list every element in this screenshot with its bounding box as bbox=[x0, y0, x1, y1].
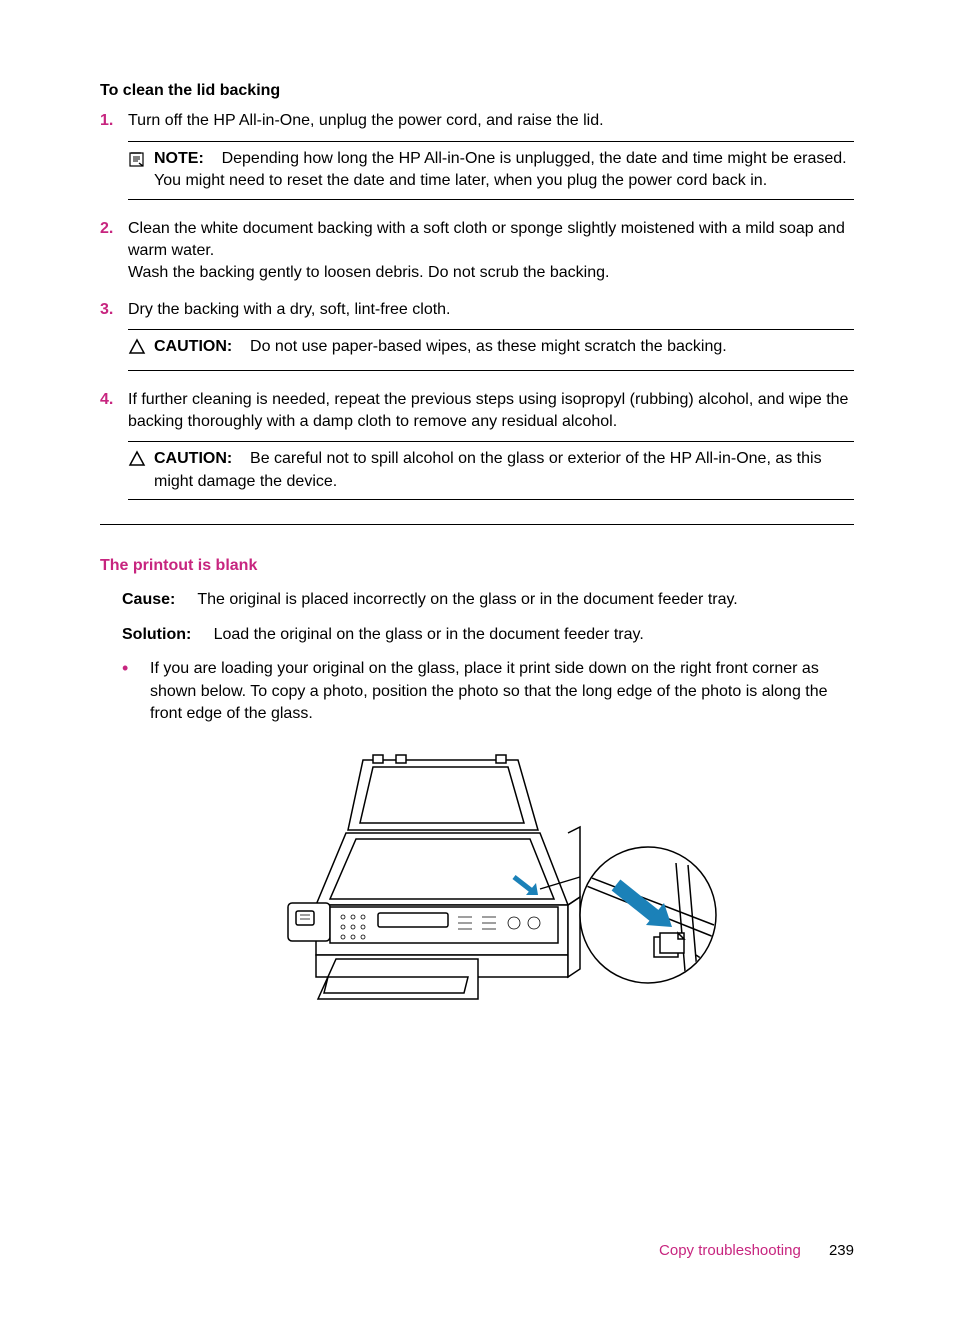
cause-label: Cause: bbox=[122, 591, 175, 608]
printer-illustration bbox=[122, 745, 854, 1042]
cause-text: The original is placed incorrectly on th… bbox=[197, 591, 737, 608]
page-footer: Copy troubleshooting 239 bbox=[659, 1240, 854, 1261]
caution-callout: CAUTION: Do not use paper-based wipes, a… bbox=[128, 329, 854, 370]
bullet-text: If you are loading your original on the … bbox=[150, 658, 854, 725]
section-heading: To clean the lid backing bbox=[100, 80, 854, 102]
callout-label: NOTE: bbox=[154, 150, 204, 167]
solution-label: Solution: bbox=[122, 626, 191, 643]
list-text: Turn off the HP All-in-One, unplug the p… bbox=[128, 112, 604, 129]
callout-label: CAUTION: bbox=[154, 450, 232, 467]
bullet-list: • If you are loading your original on th… bbox=[122, 658, 854, 725]
bullet-marker: • bbox=[122, 658, 150, 725]
bullet-item: • If you are loading your original on th… bbox=[122, 658, 854, 725]
caution-icon bbox=[128, 450, 150, 475]
note-callout: NOTE: Depending how long the HP All-in-O… bbox=[128, 141, 854, 200]
list-item: 1. Turn off the HP All-in-One, unplug th… bbox=[100, 110, 854, 203]
list-content: Clean the white document backing with a … bbox=[128, 218, 854, 285]
section-divider bbox=[100, 524, 854, 525]
list-item: 3. Dry the backing with a dry, soft, lin… bbox=[100, 299, 854, 375]
callout-text: Do not use paper-based wipes, as these m… bbox=[250, 338, 727, 355]
list-number: 4. bbox=[100, 389, 128, 505]
note-icon bbox=[128, 150, 150, 175]
list-number: 3. bbox=[100, 299, 128, 375]
list-text: Dry the backing with a dry, soft, lint-f… bbox=[128, 301, 451, 318]
callout-text: Depending how long the HP All-in-One is … bbox=[154, 150, 847, 189]
footer-section-label: Copy troubleshooting bbox=[659, 1242, 801, 1259]
list-text-2: Wash the backing gently to loosen debris… bbox=[128, 262, 854, 284]
list-number: 1. bbox=[100, 110, 128, 203]
list-text: If further cleaning is needed, repeat th… bbox=[128, 391, 848, 430]
callout-label: CAUTION: bbox=[154, 338, 232, 355]
cause-paragraph: Cause: The original is placed incorrectl… bbox=[122, 589, 854, 611]
caution-callout: CAUTION: Be careful not to spill alcohol… bbox=[128, 441, 854, 500]
list-number: 2. bbox=[100, 218, 128, 285]
solution-text: Load the original on the glass or in the… bbox=[214, 626, 644, 643]
list-content: Turn off the HP All-in-One, unplug the p… bbox=[128, 110, 854, 203]
subsection-heading: The printout is blank bbox=[100, 555, 854, 577]
solution-paragraph: Solution: Load the original on the glass… bbox=[122, 624, 854, 646]
caution-icon bbox=[128, 338, 150, 363]
footer-page-number: 239 bbox=[829, 1242, 854, 1259]
instruction-list: 1. Turn off the HP All-in-One, unplug th… bbox=[100, 110, 854, 504]
callout-text: Be careful not to spill alcohol on the g… bbox=[154, 450, 822, 489]
list-content: If further cleaning is needed, repeat th… bbox=[128, 389, 854, 505]
list-item: 4. If further cleaning is needed, repeat… bbox=[100, 389, 854, 505]
list-text: Clean the white document backing with a … bbox=[128, 218, 854, 263]
list-content: Dry the backing with a dry, soft, lint-f… bbox=[128, 299, 854, 375]
list-item: 2. Clean the white document backing with… bbox=[100, 218, 854, 285]
